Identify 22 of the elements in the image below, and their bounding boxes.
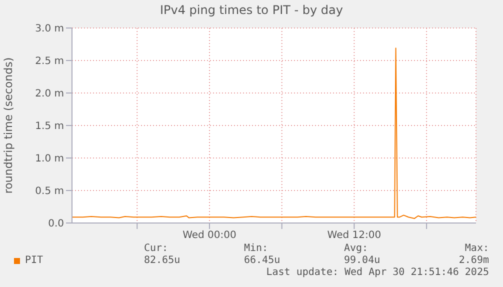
- y-axis-title: roundtrip time (seconds): [2, 57, 15, 194]
- text: Last update: Wed Apr 30 21:51:46 2025: [265, 267, 489, 278]
- text: Min:: [244, 243, 270, 254]
- y-tick-label: 0.0: [48, 218, 64, 230]
- text: 99.04u: [344, 255, 382, 266]
- y-tick-label: 2.0 m: [35, 88, 64, 100]
- x-tick-label: Wed 12:00: [327, 230, 382, 242]
- y-tick-label: 3.0 m: [35, 24, 64, 35]
- chart-title: IPv4 ping times to PIT - by day: [158, 3, 344, 17]
- text: 2.69m: [458, 255, 489, 266]
- text: Max:: [464, 243, 489, 254]
- y-tick-label: 1.0 m: [35, 154, 64, 165]
- text: 66.45u: [244, 255, 282, 266]
- x-tick-label: Wed 00:00: [182, 230, 236, 242]
- line-series: [72, 48, 476, 219]
- text: Avg:: [344, 243, 370, 254]
- y-tick-label: 2.5 m: [35, 56, 64, 68]
- y-tick-label: 0.5 m: [35, 186, 64, 198]
- legend-label: PIT: [25, 255, 44, 266]
- text: Cur:: [144, 243, 170, 254]
- text: 82.65u: [144, 255, 182, 266]
- y-tick-label: 1.5 m: [35, 121, 64, 132]
